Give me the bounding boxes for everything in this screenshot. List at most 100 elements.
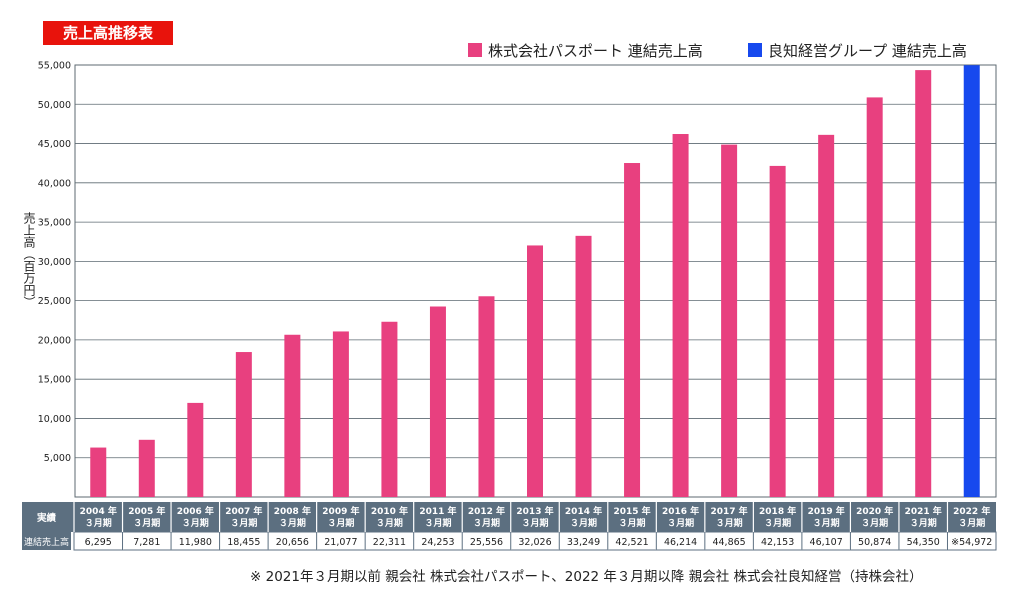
y-tick-label: 15,000 xyxy=(38,375,71,386)
data-label: 21,077 xyxy=(324,537,357,548)
legend-item-passport: 株式会社パスポート 連結売上高 xyxy=(468,40,703,60)
table-header-row xyxy=(22,502,996,532)
x-tick-period: ３月期 xyxy=(133,517,160,529)
bar xyxy=(235,352,252,497)
x-tick-period: ３月期 xyxy=(958,517,985,529)
y-tick-label: 40,000 xyxy=(38,178,71,189)
y-tick-label: 35,000 xyxy=(38,218,71,229)
x-tick-year: 2004 年 xyxy=(80,505,117,517)
bar xyxy=(963,65,980,498)
bar xyxy=(769,165,786,497)
bar xyxy=(478,296,495,497)
data-label: 42,153 xyxy=(761,537,794,548)
x-tick-year: 2018 年 xyxy=(759,505,796,517)
x-tick-year: 2006 年 xyxy=(177,505,214,517)
y-tick-label: 30,000 xyxy=(38,257,71,268)
bar xyxy=(721,144,738,497)
legend-swatch-rachi xyxy=(748,43,762,57)
x-tick-period: ３月期 xyxy=(230,517,257,529)
x-tick-year: 2022 年 xyxy=(953,505,990,517)
data-label: 50,874 xyxy=(858,537,891,548)
legend-swatch-passport xyxy=(468,43,482,57)
bar xyxy=(527,245,543,497)
x-tick-period: ３月期 xyxy=(570,517,597,529)
y-tick-label: 5,000 xyxy=(44,453,71,464)
x-tick-period: ３月期 xyxy=(667,517,694,529)
bar xyxy=(381,321,398,497)
bar xyxy=(672,134,689,497)
y-tick-label: 55,000 xyxy=(38,61,71,72)
data-label: 25,556 xyxy=(470,537,503,548)
x-tick-year: 2016 年 xyxy=(662,505,699,517)
data-label: 54,350 xyxy=(907,537,940,548)
data-label: 32,026 xyxy=(518,537,551,548)
x-tick-year: 2011 年 xyxy=(419,505,456,517)
legend-label-passport: 株式会社パスポート 連結売上高 xyxy=(488,41,703,60)
data-label: 46,214 xyxy=(664,537,697,548)
bar xyxy=(187,402,204,497)
bar xyxy=(138,439,155,497)
x-tick-year: 2015 年 xyxy=(613,505,650,517)
data-label: 44,865 xyxy=(712,537,745,548)
x-tick-period: ３月期 xyxy=(279,517,306,529)
data-label: 7,281 xyxy=(133,537,160,548)
x-tick-period: ３月期 xyxy=(521,517,548,529)
data-label: 33,249 xyxy=(567,537,600,548)
x-tick-period: ３月期 xyxy=(473,517,500,529)
x-tick-period: ３月期 xyxy=(861,517,888,529)
data-label: 22,311 xyxy=(373,537,406,548)
bar xyxy=(575,235,592,497)
data-label: 20,656 xyxy=(276,537,309,548)
footnote: ※ 2021年３月期以前 親会社 株式会社パスポート、2022 年３月期以降 親… xyxy=(250,569,923,585)
x-tick-year: 2012 年 xyxy=(468,505,505,517)
x-tick-year: 2019 年 xyxy=(808,505,845,517)
x-tick-year: 2009 年 xyxy=(322,505,359,517)
legend-label-rachi: 良知経営グループ 連結売上高 xyxy=(768,41,967,60)
data-label: 46,107 xyxy=(810,537,843,548)
x-tick-year: 2020 年 xyxy=(856,505,893,517)
y-tick-label: 20,000 xyxy=(38,335,71,346)
y-tick-label: 10,000 xyxy=(38,414,71,425)
x-tick-period: ３月期 xyxy=(813,517,840,529)
bar xyxy=(915,70,932,497)
x-tick-year: 2007 年 xyxy=(225,505,262,517)
data-label: 18,455 xyxy=(227,537,260,548)
x-tick-year: 2017 年 xyxy=(711,505,748,517)
bar xyxy=(866,97,883,498)
bar xyxy=(90,447,107,497)
legend-item-rachi: 良知経営グループ 連結売上高 xyxy=(748,40,967,60)
table-row2-label: 連結売上高 xyxy=(24,536,69,548)
x-tick-period: ３月期 xyxy=(424,517,451,529)
x-tick-period: ３月期 xyxy=(182,517,209,529)
data-label: 42,521 xyxy=(615,537,648,548)
x-tick-year: 2008 年 xyxy=(274,505,311,517)
x-tick-period: ３月期 xyxy=(376,517,403,529)
bar xyxy=(332,331,349,497)
y-axis-label: 売上高（百万円） xyxy=(22,212,36,308)
bar xyxy=(624,163,641,497)
table-row-label-cell xyxy=(22,532,71,550)
x-tick-year: 2005 年 xyxy=(128,505,165,517)
data-label: ※54,972 xyxy=(951,537,992,548)
data-label: 6,295 xyxy=(85,537,112,548)
bar xyxy=(429,306,446,497)
data-label: 11,980 xyxy=(179,537,212,548)
x-tick-period: ３月期 xyxy=(619,517,646,529)
x-tick-period: ３月期 xyxy=(716,517,743,529)
x-tick-period: ３月期 xyxy=(764,517,791,529)
x-tick-year: 2021 年 xyxy=(905,505,942,517)
x-tick-year: 2010 年 xyxy=(371,505,408,517)
chart-title-badge: 売上高推移表 xyxy=(43,21,173,45)
x-tick-year: 2014 年 xyxy=(565,505,602,517)
y-tick-label: 45,000 xyxy=(38,139,71,150)
x-tick-period: ３月期 xyxy=(910,517,937,529)
y-tick-label: 50,000 xyxy=(38,100,71,111)
y-tick-label: 25,000 xyxy=(38,296,71,307)
x-tick-year: 2013 年 xyxy=(516,505,553,517)
data-label: 24,253 xyxy=(421,537,454,548)
bar-chart: 5,000 10,000 15,000 20,000 25,000 30,000 35,00… xyxy=(22,61,997,551)
x-tick-period: ３月期 xyxy=(327,517,354,529)
table-row1-label: 実績 xyxy=(37,512,57,524)
bar xyxy=(284,334,301,497)
x-tick-period: ３月期 xyxy=(85,517,112,529)
